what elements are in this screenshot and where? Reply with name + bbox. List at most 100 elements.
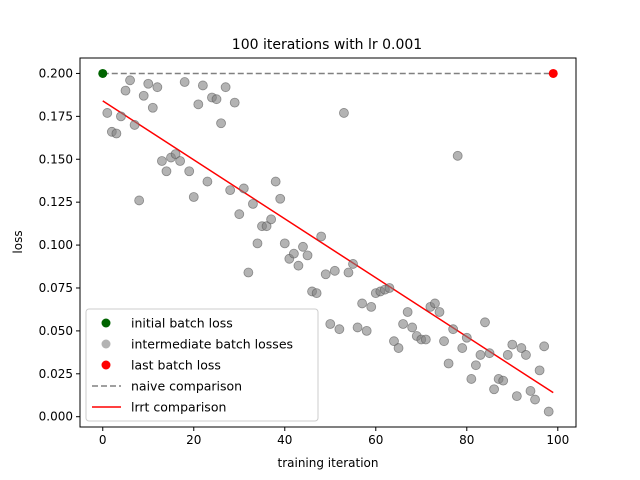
intermediate-loss-point bbox=[489, 384, 499, 395]
intermediate-loss-point bbox=[238, 183, 249, 194]
intermediate-loss-point bbox=[197, 80, 208, 91]
intermediate-loss-point bbox=[507, 339, 518, 350]
intermediate-loss-point bbox=[502, 350, 513, 360]
last-loss-point bbox=[548, 68, 558, 78]
intermediate-loss-point bbox=[384, 283, 395, 293]
intermediate-loss-point bbox=[248, 198, 258, 209]
intermediate-loss-point bbox=[530, 394, 540, 405]
intermediate-loss-point bbox=[170, 149, 181, 160]
legend-marker bbox=[101, 360, 111, 370]
intermediate-loss-point bbox=[352, 322, 363, 333]
intermediate-loss-point bbox=[420, 334, 431, 345]
y-tick-label: 0.150 bbox=[39, 152, 73, 166]
intermediate-loss-point bbox=[457, 343, 468, 353]
y-axis-label: loss bbox=[11, 230, 25, 253]
intermediate-loss-point bbox=[461, 332, 472, 343]
initial-loss-point bbox=[98, 68, 108, 78]
intermediate-loss-point bbox=[202, 176, 213, 187]
y-tick-label: 0.200 bbox=[39, 66, 73, 80]
y-tick-label: 0.125 bbox=[39, 195, 73, 209]
intermediate-loss-point bbox=[316, 231, 327, 242]
intermediate-loss-point bbox=[120, 85, 131, 96]
x-tick-label: 80 bbox=[459, 433, 474, 447]
intermediate-loss-point bbox=[279, 238, 290, 249]
intermediate-loss-point bbox=[302, 250, 313, 261]
intermediate-loss-point bbox=[539, 341, 550, 352]
intermediate-loss-point bbox=[543, 406, 554, 417]
intermediate-loss-point bbox=[389, 336, 399, 347]
intermediate-loss-point bbox=[275, 193, 286, 204]
intermediate-loss-point bbox=[343, 267, 354, 278]
x-axis-label: training iteration bbox=[278, 456, 379, 470]
intermediate-loss-point bbox=[357, 298, 368, 309]
intermediate-loss-point bbox=[484, 348, 495, 359]
intermediate-loss-point bbox=[266, 214, 277, 225]
intermediate-loss-point bbox=[311, 288, 322, 299]
legend-box bbox=[85, 308, 319, 422]
lrrt-comparison-line bbox=[102, 100, 554, 394]
intermediate-loss-point bbox=[407, 322, 418, 333]
intermediate-loss-point bbox=[402, 307, 413, 317]
intermediate-loss-point bbox=[521, 350, 531, 360]
y-tick-label: 0.175 bbox=[39, 109, 73, 123]
intermediate-loss-point bbox=[147, 102, 158, 113]
intermediate-loss-point bbox=[152, 82, 163, 93]
intermediate-loss-point bbox=[516, 343, 527, 353]
intermediate-loss-point bbox=[288, 248, 299, 259]
intermediate-loss-point bbox=[252, 238, 263, 249]
y-tick-label: 0.075 bbox=[39, 281, 73, 295]
intermediate-loss-point bbox=[157, 156, 167, 166]
intermediate-loss-point bbox=[129, 120, 140, 130]
intermediate-loss-point bbox=[220, 82, 231, 93]
legend: initial batch loss intermediate batch los… bbox=[85, 308, 319, 422]
intermediate-loss-point bbox=[116, 111, 126, 122]
intermediate-loss-point bbox=[361, 325, 372, 336]
intermediate-loss-point bbox=[511, 391, 522, 402]
intermediate-loss-point bbox=[366, 301, 377, 312]
legend-label: initial batch loss bbox=[131, 316, 233, 331]
intermediate-loss-point bbox=[448, 324, 459, 335]
plot-frame bbox=[79, 57, 577, 428]
intermediate-loss-point bbox=[270, 176, 281, 187]
intermediate-loss-point bbox=[480, 317, 490, 328]
intermediate-loss-point bbox=[466, 374, 477, 384]
intermediate-loss-point bbox=[434, 307, 445, 317]
intermediate-loss-point bbox=[229, 97, 240, 108]
intermediate-loss-point bbox=[125, 75, 135, 86]
intermediate-loss-point bbox=[188, 192, 199, 202]
y-tick-label: 0.100 bbox=[39, 238, 73, 252]
intermediate-loss-point bbox=[439, 336, 449, 347]
legend-label: last batch loss bbox=[131, 358, 221, 373]
intermediate-loss-point bbox=[339, 108, 349, 118]
x-tick-label: 20 bbox=[186, 433, 201, 447]
intermediate-loss-point bbox=[193, 99, 204, 110]
intermediate-loss-point bbox=[325, 319, 336, 329]
intermediate-loss-point bbox=[329, 265, 340, 276]
intermediate-loss-point bbox=[393, 343, 404, 353]
intermediate-loss-point bbox=[102, 108, 113, 118]
legend-label: naive comparison bbox=[131, 379, 242, 394]
data-marks bbox=[98, 68, 558, 417]
intermediate-loss-point bbox=[298, 241, 308, 252]
x-tick-label: 0 bbox=[99, 433, 107, 447]
intermediate-loss-point bbox=[225, 185, 236, 196]
intermediate-loss-point bbox=[525, 386, 536, 396]
intermediate-loss-point bbox=[534, 365, 545, 376]
intermediate-loss-point bbox=[452, 150, 463, 161]
intermediate-loss-point bbox=[475, 350, 486, 360]
intermediate-loss-point bbox=[348, 259, 358, 269]
y-tick-label: 0.025 bbox=[39, 367, 73, 381]
axis-ticks: 0 20 40 60 80 100 0.000 0.025 0.050 0.075 0.100 0.1… bbox=[39, 66, 570, 447]
intermediate-loss-point bbox=[334, 324, 345, 335]
intermediate-loss-point bbox=[179, 77, 190, 87]
chart-title: 100 iterations with lr 0.001 bbox=[232, 37, 422, 53]
intermediate-loss-point bbox=[111, 128, 122, 139]
intermediate-loss-point bbox=[211, 94, 222, 105]
intermediate-loss-point bbox=[134, 195, 145, 206]
intermediate-loss-point bbox=[293, 260, 304, 271]
intermediate-loss-point bbox=[234, 209, 245, 220]
legend-marker bbox=[101, 318, 111, 328]
y-tick-label: 0.000 bbox=[39, 410, 73, 424]
y-tick-label: 0.050 bbox=[39, 324, 73, 338]
